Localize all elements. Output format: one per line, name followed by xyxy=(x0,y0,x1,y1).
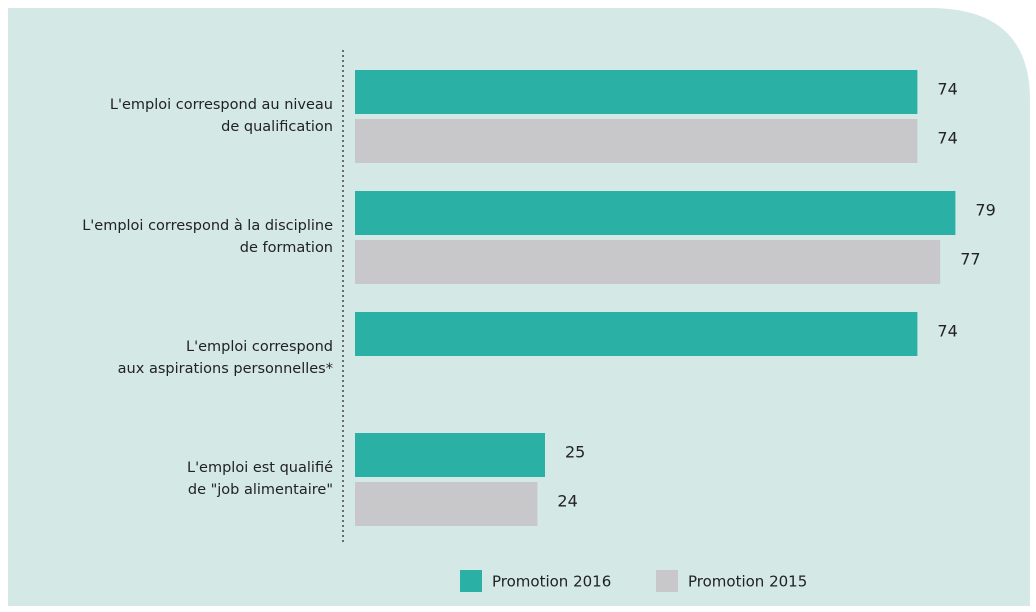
category-label: L'emploi correspond à la discipline de f… xyxy=(82,218,333,256)
legend-swatch xyxy=(460,570,482,592)
category-label: L'emploi correspond au niveau de qualifi… xyxy=(109,97,333,135)
bar xyxy=(355,119,918,163)
value-label: 79 xyxy=(975,201,995,220)
legend-swatch xyxy=(656,570,678,592)
bar xyxy=(355,433,545,477)
value-label: 74 xyxy=(937,322,957,341)
bar xyxy=(355,240,941,284)
value-label: 74 xyxy=(937,129,957,148)
value-label: 77 xyxy=(960,250,980,269)
category-label: L'emploi correspond aux aspirations pers… xyxy=(117,339,333,377)
value-label: 25 xyxy=(565,443,585,462)
legend-label: Promotion 2015 xyxy=(688,573,807,591)
bar xyxy=(355,70,918,114)
legend-label: Promotion 2016 xyxy=(492,573,611,591)
bar xyxy=(355,312,918,356)
category-label: L'emploi est qualifié de "job alimentair… xyxy=(186,460,333,498)
bar xyxy=(355,191,956,235)
value-label: 24 xyxy=(557,492,577,511)
value-label: 74 xyxy=(937,80,957,99)
bar xyxy=(355,482,538,526)
